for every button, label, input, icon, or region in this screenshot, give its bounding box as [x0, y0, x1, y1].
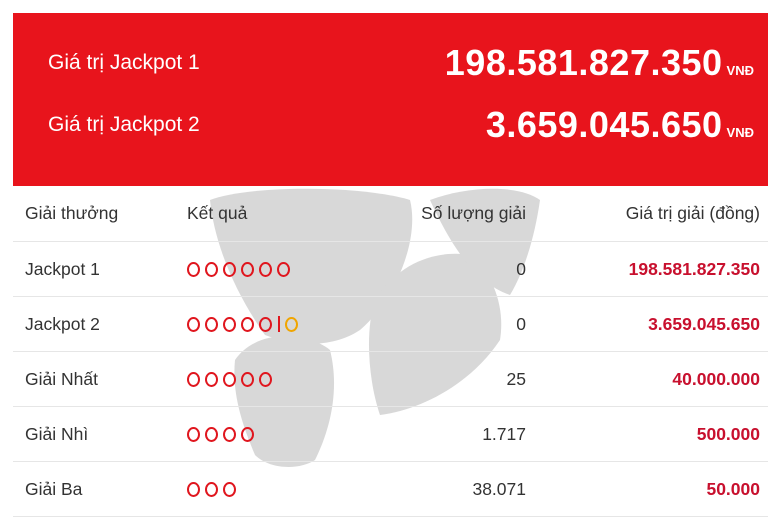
ball-icon — [223, 316, 236, 332]
jackpot-1-currency: VNĐ — [726, 63, 754, 78]
table-row: Giải Nhì 1.717 500.000 — [13, 407, 768, 462]
result-balls — [187, 297, 303, 351]
ball-icon — [259, 371, 272, 387]
prize-value: 50.000 — [706, 479, 760, 499]
prize-value: 3.659.045.650 — [648, 314, 760, 334]
ball-icon — [223, 261, 236, 277]
ball-icon — [241, 426, 254, 442]
prize-value: 500.000 — [696, 424, 760, 444]
jackpot-1-label: Giá trị Jackpot 1 — [48, 51, 200, 74]
ball-icon — [259, 316, 272, 332]
jackpot-1-row: Giá trị Jackpot 1 198.581.827.350 VNĐ — [13, 43, 768, 103]
ball-icon — [241, 371, 254, 387]
special-ball-icon — [285, 316, 298, 332]
jackpot-1-value: 198.581.827.350 — [444, 42, 723, 83]
ball-icon — [187, 371, 200, 387]
ball-icon — [187, 426, 200, 442]
header-prize: Giải thưởng — [25, 203, 119, 223]
ball-icon — [205, 481, 218, 497]
jackpot-1-amount: 198.581.827.350 VNĐ — [445, 43, 754, 91]
prize-value: 40.000.000 — [672, 369, 760, 389]
header-count: Số lượng giải — [421, 203, 526, 223]
prize-value: 198.581.827.350 — [628, 259, 760, 279]
ball-icon — [187, 316, 200, 332]
table-row: Jackpot 2 0 3.659.045.650 — [13, 297, 768, 352]
table-row: Jackpot 1 0 198.581.827.350 — [13, 242, 768, 297]
result-balls — [187, 352, 277, 406]
ball-icon — [223, 371, 236, 387]
ball-icon — [241, 316, 254, 332]
ball-icon — [205, 261, 218, 277]
winner-count: 0 — [516, 314, 526, 334]
prize-name: Jackpot 2 — [25, 314, 100, 334]
result-balls — [187, 407, 259, 461]
jackpot-2-row: Giá trị Jackpot 2 3.659.045.650 VNĐ — [13, 105, 768, 165]
separator-icon — [278, 316, 280, 332]
table-row: Giải Ba 38.071 50.000 — [13, 462, 768, 517]
jackpot-2-currency: VNĐ — [726, 125, 754, 140]
ball-icon — [205, 426, 218, 442]
ball-icon — [223, 481, 236, 497]
winner-count: 1.717 — [482, 424, 526, 444]
ball-icon — [187, 261, 200, 277]
ball-icon — [223, 426, 236, 442]
prize-name: Giải Nhất — [25, 369, 98, 389]
table-header: Giải thưởng Kết quả Số lượng giải Giá tr… — [13, 186, 768, 242]
prize-name: Giải Ba — [25, 479, 83, 499]
jackpot-2-amount: 3.659.045.650 VNĐ — [486, 105, 754, 153]
ball-icon — [205, 316, 218, 332]
winner-count: 25 — [506, 369, 526, 389]
prize-name: Jackpot 1 — [25, 259, 100, 279]
header-result: Kết quả — [187, 203, 248, 223]
header-value: Giá trị giải (đồng) — [625, 203, 760, 223]
prize-table: Giải thưởng Kết quả Số lượng giải Giá tr… — [13, 186, 768, 517]
jackpot-2-value: 3.659.045.650 — [485, 104, 723, 145]
result-balls — [187, 242, 295, 296]
ball-icon — [277, 261, 290, 277]
winner-count: 0 — [516, 259, 526, 279]
ball-icon — [259, 261, 272, 277]
ball-icon — [205, 371, 218, 387]
ball-icon — [187, 481, 200, 497]
ball-icon — [241, 261, 254, 277]
winner-count: 38.071 — [472, 479, 526, 499]
result-balls — [187, 462, 241, 516]
jackpot-2-label: Giá trị Jackpot 2 — [48, 113, 200, 136]
prize-name: Giải Nhì — [25, 424, 89, 444]
table-row: Giải Nhất 25 40.000.000 — [13, 352, 768, 407]
jackpot-banner: Giá trị Jackpot 1 198.581.827.350 VNĐ Giá… — [13, 13, 768, 186]
